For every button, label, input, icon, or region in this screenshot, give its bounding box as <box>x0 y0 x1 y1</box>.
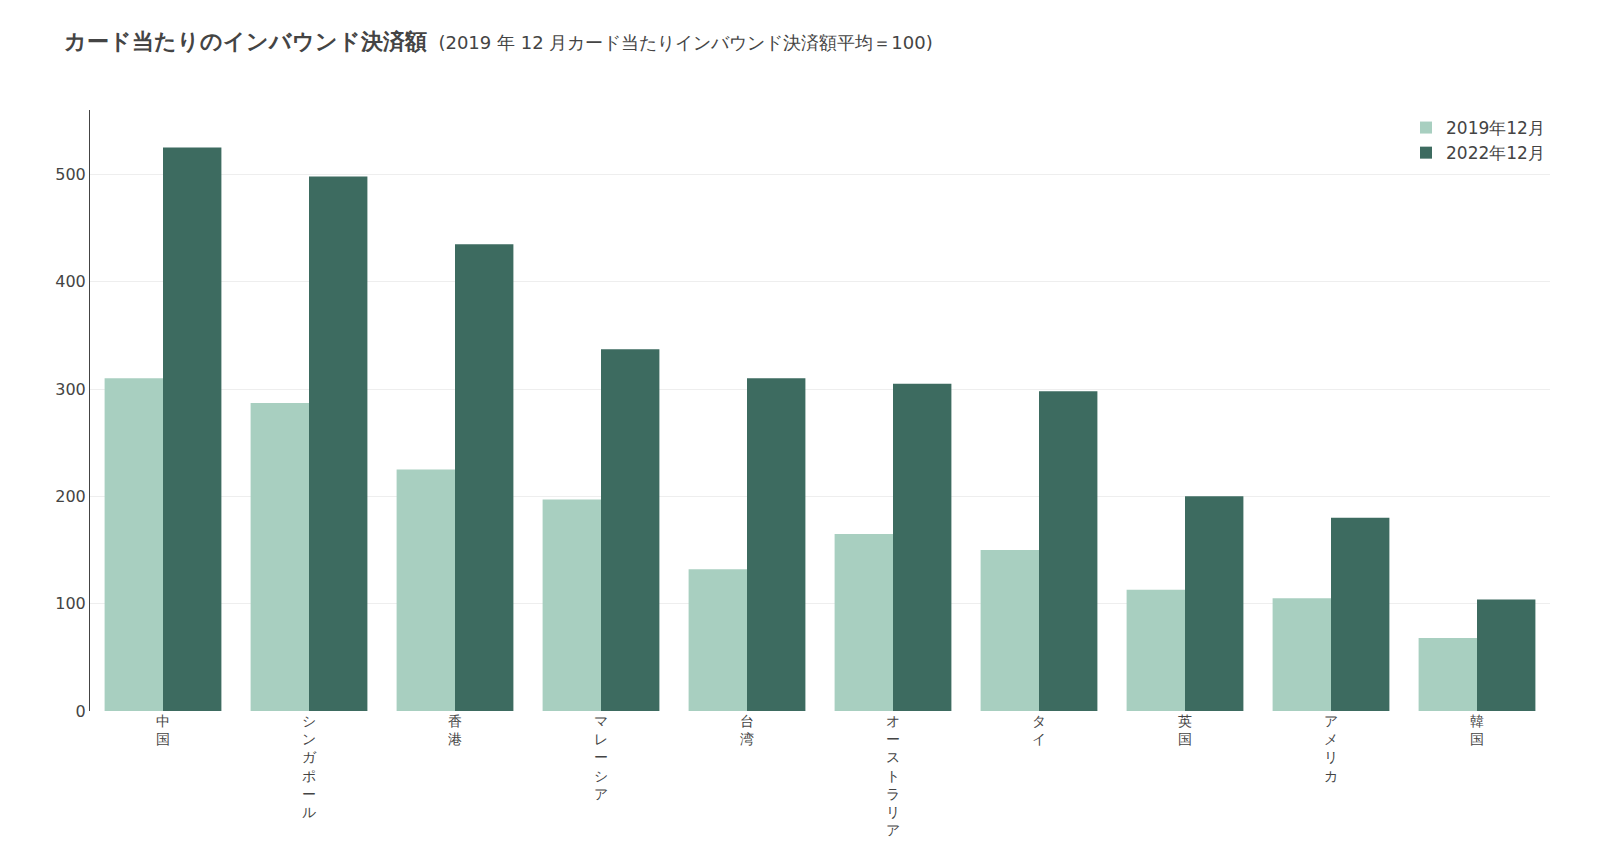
svg-text:アメリカ: アメリカ <box>1324 713 1338 784</box>
svg-text:香港: 香港 <box>448 713 462 747</box>
svg-text:300: 300 <box>55 380 86 399</box>
svg-text:2019年12月: 2019年12月 <box>1446 118 1545 138</box>
svg-text:中国: 中国 <box>156 713 170 747</box>
svg-text:シンガポール: シンガポール <box>302 713 317 820</box>
svg-text:500: 500 <box>55 165 86 184</box>
svg-text:カード当たりのインバウンド決済額 (2019 年 12 月: カード当たりのインバウンド決済額 (2019 年 12 月カード当たりインバウン… <box>64 29 933 54</box>
svg-text:オーストラリア: オーストラリア <box>886 713 900 838</box>
svg-text:0: 0 <box>76 702 86 721</box>
svg-text:400: 400 <box>55 272 86 291</box>
svg-text:タイ: タイ <box>1032 713 1046 747</box>
svg-text:200: 200 <box>55 487 86 506</box>
svg-text:台湾: 台湾 <box>740 713 754 747</box>
svg-text:マレーシア: マレーシア <box>594 713 608 802</box>
svg-text:100: 100 <box>55 594 86 613</box>
svg-text:韓国: 韓国 <box>1470 713 1484 747</box>
svg-text:英国: 英国 <box>1178 713 1192 747</box>
svg-text:2022年12月: 2022年12月 <box>1446 143 1545 163</box>
